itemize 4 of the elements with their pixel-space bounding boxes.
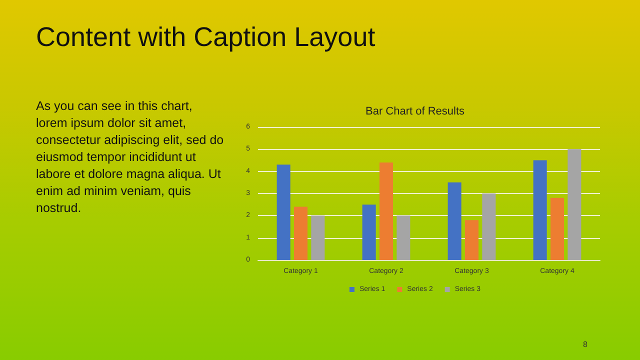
text: 8 [583,340,588,349]
chart-title: Bar Chart of Results [365,106,466,118]
text: Content with Caption Layout [36,22,376,53]
text: As you can see in this chart, lorem ipsum dolor sit amet, consectetur adipiscing elit, sed do eiusmod tempor incididunt ut labore et dolore magna aliqua. Ut enim ad minim veniam, quis nostrud. [36,98,225,217]
